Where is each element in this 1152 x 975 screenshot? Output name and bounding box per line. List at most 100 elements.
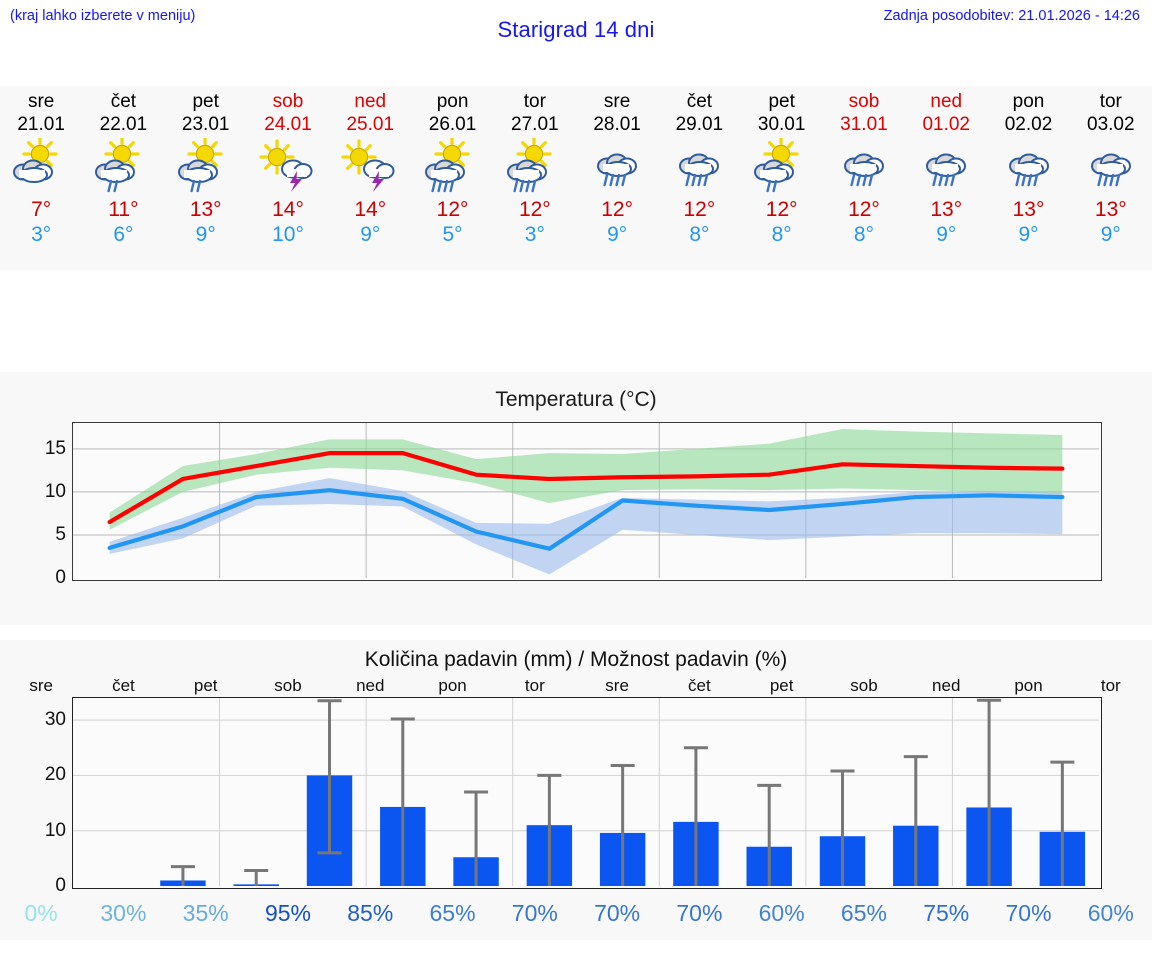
day-max-temp: 14° <box>272 198 304 221</box>
precipitation-day-label: pon <box>1014 676 1043 695</box>
day-min-temp: 8° <box>853 223 874 246</box>
precipitation-probability: 70% <box>594 900 641 926</box>
day-min-temp: 9° <box>936 223 957 246</box>
day-column[interactable]: tor 27.01 12° 3° <box>494 86 576 270</box>
day-column[interactable]: sob 31.01 12° 8° <box>823 86 905 270</box>
day-date: 26.01 <box>428 114 477 135</box>
day-date: 24.01 <box>264 114 312 135</box>
day-max-temp: 12° <box>765 198 798 221</box>
cloud-rain-icon <box>823 137 905 197</box>
daily-forecast-strip: sre 21.01 7° 3° čet 22.01 11° 6° pet 23.01 13° 9° so… <box>0 86 1152 270</box>
precipitation-day-label: sre <box>29 676 53 695</box>
day-date: 28.01 <box>593 114 641 135</box>
day-max-temp: 12° <box>601 198 633 221</box>
day-max-temp: 12° <box>848 198 880 221</box>
day-min-temp: 10° <box>272 223 304 246</box>
precipitation-chart-panel: Količina padavin (mm) / Možnost padavin … <box>0 640 1152 940</box>
precipitation-probability: 60% <box>758 900 805 926</box>
day-max-temp: 13° <box>1094 198 1127 221</box>
day-column[interactable]: pet 23.01 13° 9° <box>165 86 247 270</box>
cloud-rain-icon <box>987 137 1069 197</box>
day-column[interactable]: ned 01.02 13° 9° <box>905 86 987 270</box>
precipitation-day-label: čet <box>688 676 711 695</box>
day-name: ned <box>930 91 963 112</box>
day-name: sre <box>603 91 631 112</box>
day-date: 02.02 <box>1004 114 1053 135</box>
day-column[interactable]: pon 02.02 13° 9° <box>987 86 1069 270</box>
page-header: (kraj lahko izberete v meniju) Starigrad… <box>0 0 1152 78</box>
day-column[interactable]: sre 21.01 7° 3° <box>0 86 82 270</box>
day-column[interactable]: čet 22.01 11° 6° <box>82 86 164 270</box>
temperature-y-tick: 0 <box>55 567 66 588</box>
day-min-temp: 8° <box>689 223 710 246</box>
day-column[interactable]: pet 30.01 12° 8° <box>741 86 823 270</box>
day-name: čet <box>110 91 137 112</box>
day-column[interactable]: tor 03.02 13° 9° <box>1070 86 1152 270</box>
precipitation-day-label: sre <box>605 676 629 695</box>
day-max-temp: 12° <box>683 198 716 221</box>
day-max-temp: 12° <box>436 198 469 221</box>
day-min-temp: 9° <box>607 223 628 246</box>
cloud-rain-icon <box>576 137 658 197</box>
precipitation-y-tick: 20 <box>44 764 66 786</box>
day-column[interactable]: sre 28.01 12° 9° <box>576 86 658 270</box>
precipitation-probability-row: 0% 30% 35% 95% 85% 65% 70% 70% 70% 60% 65% 75% 70% 60… <box>0 900 1152 927</box>
precipitation-day-labels: sre čet pet sob ned pon tor sre čet pet sob ned pon t… <box>0 676 1152 696</box>
day-max-temp: 12° <box>518 198 551 221</box>
precipitation-day-label: pet <box>193 676 218 695</box>
sun-cloud-rain-icon <box>82 137 164 197</box>
precipitation-probability: 85% <box>347 900 394 926</box>
day-date: 30.01 <box>757 114 806 135</box>
day-date: 29.01 <box>675 114 724 135</box>
day-date: 31.01 <box>840 114 888 135</box>
day-name: čet <box>686 91 713 112</box>
day-name: pon <box>1012 91 1045 112</box>
day-min-temp: 9° <box>360 223 381 246</box>
day-date: 01.02 <box>922 114 970 135</box>
precipitation-day-label: tor <box>524 676 545 695</box>
precipitation-y-tick: 30 <box>44 709 66 731</box>
temperature-y-tick: 10 <box>44 480 66 502</box>
day-max-temp: 13° <box>1012 198 1045 221</box>
sun-thunderstorm-icon <box>329 137 411 197</box>
day-column[interactable]: čet 29.01 12° 8° <box>658 86 740 270</box>
day-column[interactable]: ned 25.01 14° 9° <box>329 86 411 270</box>
precipitation-day-label: pet <box>769 676 794 695</box>
precipitation-probability: 65% <box>429 900 476 926</box>
temperature-svg <box>73 423 1099 578</box>
sun-cloud-icon <box>0 137 82 197</box>
temperature-y-tick: 5 <box>55 523 66 545</box>
day-min-temp: 3° <box>31 223 52 246</box>
day-column[interactable]: sob 24.01 14° 10° <box>247 86 329 270</box>
day-name: sob <box>272 91 304 112</box>
day-min-temp: 3° <box>524 223 545 246</box>
precipitation-probability: 35% <box>182 900 229 926</box>
day-date: 22.01 <box>99 114 148 135</box>
precipitation-day-label: ned <box>356 676 385 695</box>
day-name: tor <box>1099 91 1122 112</box>
day-max-temp: 7° <box>31 198 52 221</box>
day-name: tor <box>523 91 546 112</box>
precipitation-probability: 70% <box>511 900 558 926</box>
page-title: Starigrad 14 dni <box>497 17 655 42</box>
day-min-temp: 9° <box>195 223 216 246</box>
cloud-rain-icon <box>905 137 987 197</box>
sun-cloud-rain-icon <box>165 137 247 197</box>
day-date: 03.02 <box>1087 114 1135 135</box>
precipitation-day-label: sob <box>274 676 302 695</box>
day-name: ned <box>354 91 387 112</box>
precipitation-probability: 75% <box>923 900 970 926</box>
sun-cloud-showers-icon <box>494 137 576 197</box>
day-name: sob <box>848 91 880 112</box>
precipitation-probability: 70% <box>676 900 723 926</box>
cloud-rain-icon <box>1070 137 1152 197</box>
temperature-y-tick: 15 <box>44 437 66 459</box>
day-column[interactable]: pon 26.01 12° 5° <box>411 86 493 270</box>
day-name: pet <box>768 91 795 112</box>
day-name: pet <box>192 91 219 112</box>
precipitation-y-tick: 0 <box>55 875 66 896</box>
day-min-temp: 6° <box>113 223 134 246</box>
precipitation-svg <box>73 698 1099 886</box>
day-max-temp: 13° <box>930 198 963 221</box>
